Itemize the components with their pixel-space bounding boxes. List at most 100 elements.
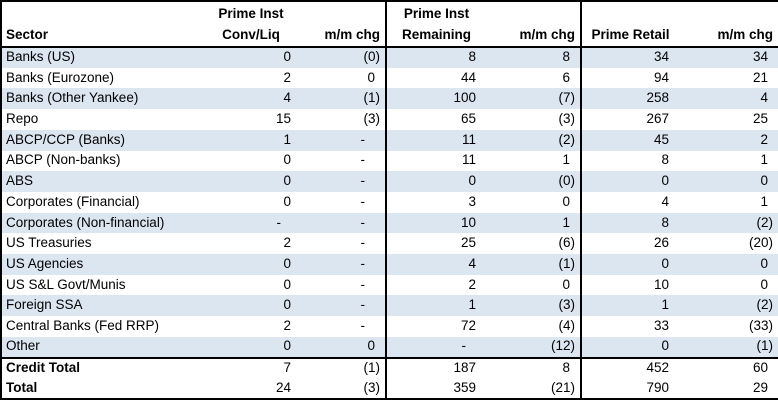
value-cell: 10: [653, 276, 669, 292]
value-cell: 44: [460, 69, 476, 85]
value-cell: 72: [460, 318, 476, 334]
value-cell: 11: [386, 129, 486, 151]
value-cell: 1: [486, 212, 582, 234]
value-cell: 0: [201, 254, 301, 275]
value-cell: 60: [679, 356, 778, 379]
value-cell: 0: [581, 171, 679, 192]
value-cell: (2): [486, 129, 582, 151]
sector-cell: US S&L Govt/Munis: [6, 276, 126, 292]
table-row: Other 0 0- (12) 0 (1): [1, 336, 778, 358]
value-cell: -: [386, 336, 486, 358]
value-cell: (0): [486, 171, 582, 192]
value-cell: 3: [468, 193, 476, 209]
value-cell: (3): [486, 109, 582, 130]
value-cell: 6: [486, 67, 582, 89]
value-cell: 0: [283, 276, 291, 292]
value-cell: (6): [486, 233, 582, 255]
sector-cell: Banks (Other Yankee): [1, 88, 201, 110]
table-row: Corporates (Non-financial) - -10 1 8 (2): [1, 212, 778, 234]
value-cell: 0: [201, 47, 301, 68]
table-row: Central Banks (Fed RRP) 2- 72 (4) 33 (33): [1, 316, 778, 337]
value-cell: 25: [752, 111, 768, 127]
value-cell: 8: [386, 47, 486, 68]
value-cell: -: [301, 191, 387, 213]
value-cell: (21): [486, 378, 582, 399]
sector-cell: Foreign SSA: [1, 295, 201, 317]
value-cell: 2: [679, 129, 778, 151]
header-prime-retail: Prime Retail: [581, 23, 679, 48]
value-cell: 0: [679, 171, 778, 192]
value-cell: 2: [283, 69, 291, 85]
header-conv-liq: Conv/Liq: [201, 23, 301, 48]
value-cell: (4): [486, 316, 582, 337]
value-cell: 187: [386, 356, 486, 379]
value-cell: 4: [386, 254, 486, 275]
header-mm-chg-1: m/m chg: [301, 23, 387, 48]
value-cell: 0: [201, 171, 301, 192]
value-cell: 1: [760, 152, 768, 168]
value-cell: 65: [460, 111, 476, 127]
value-cell: 21: [752, 69, 768, 85]
value-cell: 2: [283, 235, 291, 251]
header-spacer-mm2: [486, 1, 582, 23]
value-cell: (3): [301, 378, 387, 399]
value-cell: -: [301, 254, 387, 275]
header-spacer-retail: [581, 1, 679, 23]
value-cell: 267: [646, 111, 669, 127]
header-remaining: Remaining: [386, 23, 486, 48]
header-group-prime-inst-2: Prime Inst: [386, 1, 486, 23]
value-cell: 359: [453, 379, 476, 395]
value-cell: (20): [748, 235, 773, 251]
value-cell: -: [301, 316, 387, 337]
sector-cell: ABCP/CCP (Banks): [1, 129, 201, 151]
value-cell: 0: [581, 336, 679, 358]
header-row-columns: Sector Conv/Liq m/m chg Remaining m/m ch…: [1, 23, 778, 48]
value-cell: (2): [679, 295, 778, 317]
value-cell: 34: [679, 47, 778, 68]
total-row: Total 24 (3) 359 (21) 790 29: [1, 378, 778, 399]
value-cell: 0: [201, 336, 301, 358]
value-cell: (0): [301, 47, 387, 68]
value-cell: 34: [581, 47, 679, 68]
value-cell: 4: [201, 88, 301, 110]
table-row: US Treasuries 2- 25 (6) 26 (20): [1, 233, 778, 255]
value-cell: 0: [486, 274, 582, 296]
table-row: ABCP (Non-banks) 0-11 1 8 1: [1, 150, 778, 172]
header-sector: Sector: [1, 23, 201, 48]
value-cell: (12): [486, 336, 582, 358]
header-mm-chg-2: m/m chg: [486, 23, 582, 48]
sector-cell: US Treasuries: [6, 235, 92, 251]
sector-cell: Corporates (Non-financial): [1, 212, 201, 234]
value-cell: -: [301, 274, 387, 296]
value-cell: 100: [386, 88, 486, 110]
value-cell: 0: [386, 171, 486, 192]
value-cell: 45: [581, 129, 679, 151]
value-cell: 0: [679, 254, 778, 275]
table-row: Banks (Eurozone) 2 0 44 6 94 21: [1, 67, 778, 89]
sector-cell: Banks (Eurozone): [6, 69, 115, 85]
header-group-prime-inst-1: Prime Inst: [201, 1, 301, 23]
header-spacer-mm3: [679, 1, 778, 23]
table-header: Prime Inst Prime Inst Sector Conv/Liq m/…: [1, 1, 778, 48]
value-cell: 15: [275, 111, 291, 127]
sector-cell: US Agencies: [1, 254, 201, 275]
value-cell: -: [301, 171, 387, 192]
value-cell: 7: [201, 356, 301, 379]
value-cell: (1): [486, 254, 582, 275]
value-cell: 0: [201, 295, 301, 317]
value-cell: 0: [283, 152, 291, 168]
value-cell: -: [301, 129, 387, 151]
table-row: Banks (Other Yankee) 4 (1) 100 (7) 258 4: [1, 88, 778, 110]
value-cell: 258: [581, 88, 679, 110]
header-mm-chg-3: m/m chg: [679, 23, 778, 48]
value-cell: -: [301, 150, 387, 172]
value-cell: 4: [661, 193, 669, 209]
value-cell: 94: [653, 69, 669, 85]
value-cell: 0: [283, 193, 291, 209]
sector-cell: Corporates (Financial): [6, 193, 140, 209]
value-cell: 0: [581, 254, 679, 275]
header-row-groups: Prime Inst Prime Inst: [1, 1, 778, 23]
value-cell: -: [301, 212, 387, 234]
value-cell: 29: [752, 379, 768, 395]
